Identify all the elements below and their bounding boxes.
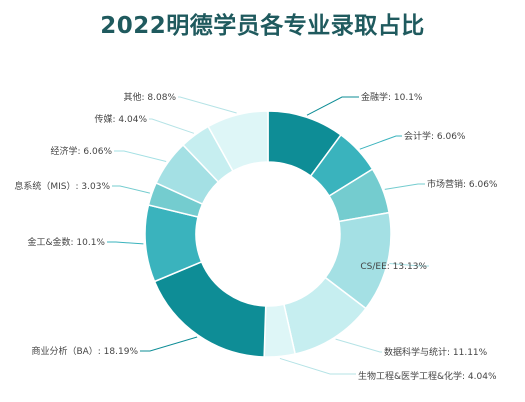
slice-label-6: 商业分析（BA）: 18.19% xyxy=(31,345,138,357)
label-leader-lines xyxy=(107,96,429,375)
leader-line-0 xyxy=(306,96,359,116)
leader-line-6 xyxy=(140,336,198,352)
leader-line-10 xyxy=(149,118,195,134)
leader-line-8 xyxy=(112,185,150,194)
slice-label-10: 传媒: 4.04% xyxy=(95,113,148,125)
leader-line-2 xyxy=(384,183,425,190)
leader-line-7 xyxy=(107,241,144,245)
slice-label-1: 会计学: 6.06% xyxy=(404,130,466,142)
leader-line-1 xyxy=(359,135,402,150)
donut-slices xyxy=(144,110,392,358)
slice-label-2: 市场营销: 6.06% xyxy=(427,178,498,190)
slice-label-7: 金工&金数: 10.1% xyxy=(27,236,105,248)
slice-label-9: 经济学: 6.06% xyxy=(51,145,113,157)
leader-line-5 xyxy=(279,357,356,375)
chart-title: 2022明德学员各专业录取占比 xyxy=(100,13,425,39)
leader-line-4 xyxy=(335,338,382,353)
slice-label-4: 数据科学与统计: 11.11% xyxy=(384,346,488,358)
slice-label-0: 金融学: 10.1% xyxy=(361,91,423,103)
slice-label-5: 生物工程&医学工程&化学: 4.04% xyxy=(358,370,497,382)
slice-labels: 金融学: 10.1% 会计学: 6.06% 市场营销: 6.06% CS/EE: 13… xyxy=(14,91,498,382)
leader-line-3 xyxy=(389,262,429,267)
slice-label-3: CS/EE: 13.13% xyxy=(360,262,427,272)
leader-line-11 xyxy=(178,96,237,114)
leader-line-9 xyxy=(114,150,167,162)
slice-label-11: 其他: 8.08% xyxy=(124,91,177,103)
slice-label-8: 息系统（MIS）: 3.03% xyxy=(14,180,110,192)
slice-11 xyxy=(207,110,269,173)
slice-6 xyxy=(153,260,267,358)
